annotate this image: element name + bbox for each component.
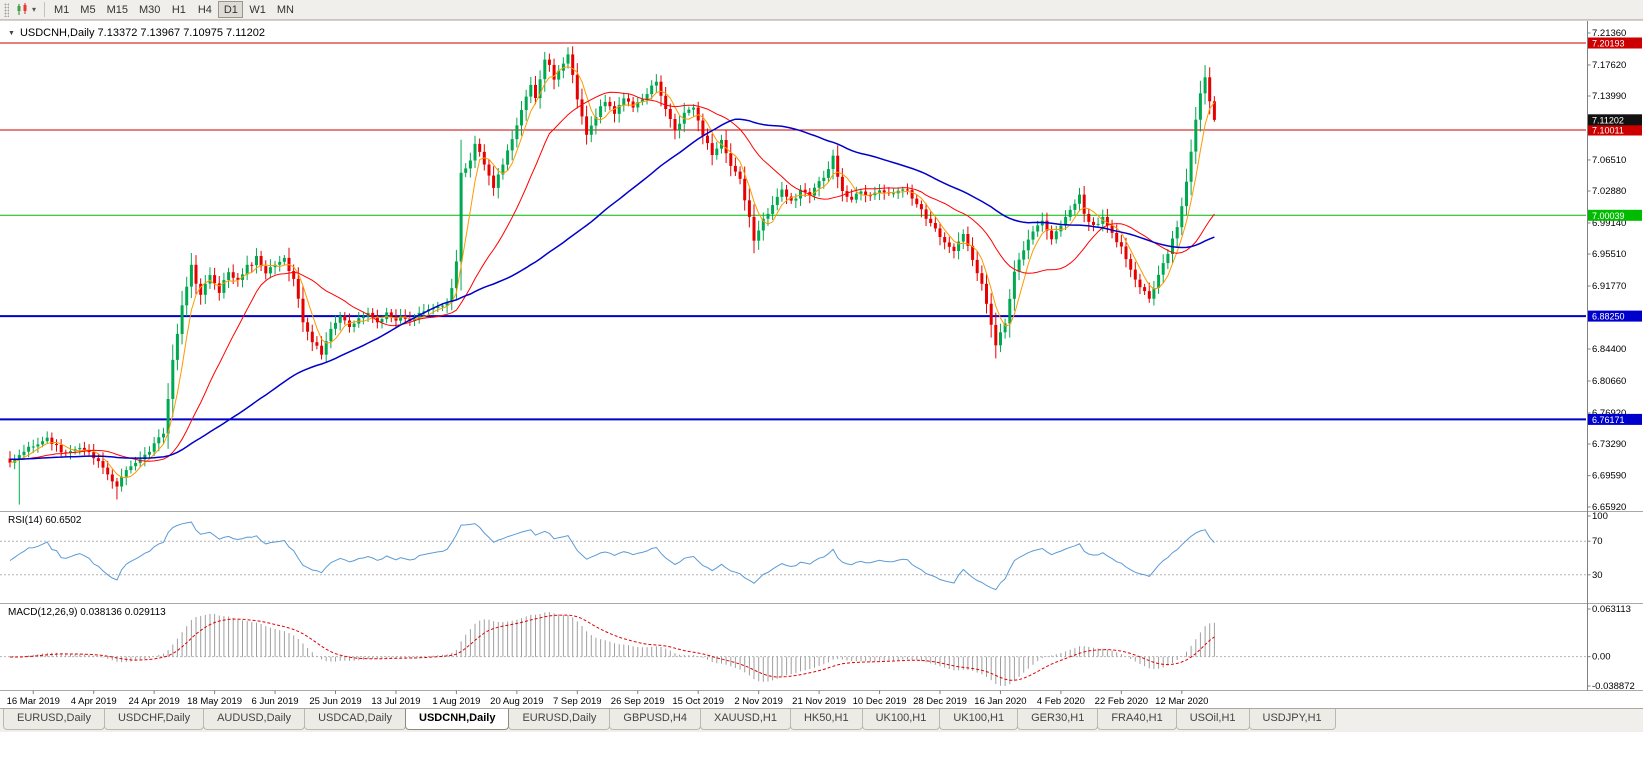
svg-text:15 Oct 2019: 15 Oct 2019 xyxy=(672,696,724,707)
chart-tab-usdcnh-daily[interactable]: USDCNH,Daily xyxy=(405,709,510,730)
svg-text:6.76920: 6.76920 xyxy=(1592,408,1626,419)
svg-text:7.21360: 7.21360 xyxy=(1592,28,1626,39)
timeframe-toolbar: ▾ M1 M5 M15 M30 H1 H4 D1 W1 MN xyxy=(0,0,1643,20)
svg-text:4 Apr 2019: 4 Apr 2019 xyxy=(71,696,117,707)
timeframe-button-h1[interactable]: H1 xyxy=(171,3,186,16)
chart-type-button[interactable]: ▾ xyxy=(12,1,40,19)
status-bar xyxy=(0,732,1643,766)
svg-text:6 Jun 2019: 6 Jun 2019 xyxy=(252,696,299,707)
rsi-panel: 100 70 30 xyxy=(0,511,1608,591)
moving-average-5 xyxy=(9,66,1215,479)
svg-text:1 Aug 2019: 1 Aug 2019 xyxy=(432,696,480,707)
svg-text:0.00: 0.00 xyxy=(1592,652,1611,663)
svg-text:-0.038872: -0.038872 xyxy=(1592,681,1635,692)
timeframe-button-m15[interactable]: M15 xyxy=(106,3,128,16)
candlestick-series xyxy=(8,46,1216,505)
chevron-down-icon: ▾ xyxy=(32,4,37,14)
svg-text:21 Nov 2019: 21 Nov 2019 xyxy=(792,696,846,707)
chart-tab-gbpusd-h4[interactable]: GBPUSD,H4 xyxy=(609,709,701,730)
chart-tab-ger30-h1[interactable]: GER30,H1 xyxy=(1017,709,1099,730)
svg-text:7.00039: 7.00039 xyxy=(1592,211,1625,221)
chart-tabs-bar: EURUSD,Daily USDCHF,Daily AUDUSD,Daily USDC… xyxy=(0,708,1643,732)
svg-text:6.84400: 6.84400 xyxy=(1592,344,1626,355)
svg-text:26 Sep 2019: 26 Sep 2019 xyxy=(611,696,665,707)
svg-text:7.02880: 7.02880 xyxy=(1592,186,1626,197)
timeframe-button-m1[interactable]: M1 xyxy=(54,3,70,16)
svg-text:10 Dec 2019: 10 Dec 2019 xyxy=(853,696,907,707)
chart-tab-uk100-h1[interactable]: UK100,H1 xyxy=(939,709,1019,730)
svg-text:7 Sep 2019: 7 Sep 2019 xyxy=(553,696,602,707)
svg-text:2 Nov 2019: 2 Nov 2019 xyxy=(734,696,783,707)
svg-text:6.65920: 6.65920 xyxy=(1592,502,1626,513)
macd-panel: 0.063113 0.00 -0.038872 xyxy=(0,604,1635,692)
chart-window: 7.21360 7.17620 7.13990 7.06510 7.02880 6.991… xyxy=(0,20,1643,708)
svg-text:6.73290: 6.73290 xyxy=(1592,439,1626,450)
chart-tab-usdchf-daily[interactable]: USDCHF,Daily xyxy=(103,709,205,730)
timeframe-buttons: M1 M5 M15 M30 H1 H4 D1 W1 MN xyxy=(49,1,299,18)
chart-tab-xauusd-h1[interactable]: XAUUSD,H1 xyxy=(699,709,791,730)
price-chart-canvas[interactable]: 7.21360 7.17620 7.13990 7.06510 7.02880 6.991… xyxy=(0,20,1643,708)
svg-text:22 Feb 2020: 22 Feb 2020 xyxy=(1095,696,1148,707)
moving-average-20 xyxy=(9,91,1215,462)
svg-text:12 Mar 2020: 12 Mar 2020 xyxy=(1155,696,1208,707)
timeframe-button-mn[interactable]: MN xyxy=(276,3,294,16)
timeframe-button-h4[interactable]: H4 xyxy=(197,3,212,16)
timeframe-button-w1[interactable]: W1 xyxy=(249,3,266,16)
timeframe-button-d1[interactable]: D1 xyxy=(218,1,244,18)
toolbar-separator xyxy=(44,2,46,17)
svg-text:6.80660: 6.80660 xyxy=(1592,376,1626,387)
svg-text:30: 30 xyxy=(1592,570,1603,581)
svg-text:0.063113: 0.063113 xyxy=(1592,604,1631,615)
svg-text:6.91770: 6.91770 xyxy=(1592,281,1626,292)
svg-text:24 Apr 2019: 24 Apr 2019 xyxy=(129,696,180,707)
chart-tab-hk50-h1[interactable]: HK50,H1 xyxy=(789,709,863,730)
chart-tab-uk100-h1[interactable]: UK100,H1 xyxy=(861,709,941,730)
svg-text:70: 70 xyxy=(1592,536,1603,547)
timeframe-button-m30[interactable]: M30 xyxy=(138,3,161,16)
timeframe-button-m5[interactable]: M5 xyxy=(80,3,96,16)
chart-tab-audusd-daily[interactable]: AUDUSD,Daily xyxy=(203,709,306,730)
horizontal-level-lines xyxy=(0,42,1586,421)
svg-text:7.20193: 7.20193 xyxy=(1592,38,1625,48)
svg-text:25 Jun 2019: 25 Jun 2019 xyxy=(309,696,361,707)
svg-text:18 May 2019: 18 May 2019 xyxy=(187,696,242,707)
svg-text:28 Dec 2019: 28 Dec 2019 xyxy=(913,696,967,707)
svg-text:6.69590: 6.69590 xyxy=(1592,471,1626,482)
macd-signal-line xyxy=(10,614,1215,681)
price-axis: 7.21360 7.17620 7.13990 7.06510 7.02880 6.991… xyxy=(1587,28,1642,513)
svg-text:13 Jul 2019: 13 Jul 2019 xyxy=(371,696,420,707)
svg-text:7.06510: 7.06510 xyxy=(1592,155,1626,166)
svg-text:7.17620: 7.17620 xyxy=(1592,60,1626,71)
chart-tab-eurusd-daily[interactable]: EURUSD,Daily xyxy=(508,709,611,730)
svg-text:7.10011: 7.10011 xyxy=(1592,126,1624,136)
svg-text:16 Mar 2019: 16 Mar 2019 xyxy=(7,696,60,707)
chart-tab-usdcad-daily[interactable]: USDCAD,Daily xyxy=(304,709,407,730)
chart-tab-usdjpy-h1[interactable]: USDJPY,H1 xyxy=(1248,709,1336,730)
svg-text:4 Feb 2020: 4 Feb 2020 xyxy=(1037,696,1085,707)
date-axis: 16 Mar 2019 4 Apr 2019 24 Apr 2019 18 May 2… xyxy=(7,690,1208,707)
candlestick-chart-icon xyxy=(17,3,27,15)
svg-text:6.99140: 6.99140 xyxy=(1592,218,1626,229)
svg-text:100: 100 xyxy=(1592,511,1608,522)
svg-text:16 Jan 2020: 16 Jan 2020 xyxy=(974,696,1026,707)
svg-text:6.76171: 6.76171 xyxy=(1592,415,1625,425)
chart-tab-eurusd-daily[interactable]: EURUSD,Daily xyxy=(3,709,105,730)
moving-average-60 xyxy=(10,118,1215,460)
toolbar-grip[interactable] xyxy=(4,2,9,17)
svg-text:6.95510: 6.95510 xyxy=(1592,249,1626,260)
svg-text:7.11202: 7.11202 xyxy=(1592,115,1624,125)
chart-tab-fra40-h1[interactable]: FRA40,H1 xyxy=(1097,709,1177,730)
chart-tab-usoil-h1[interactable]: USOil,H1 xyxy=(1175,709,1250,730)
svg-text:20 Aug 2019: 20 Aug 2019 xyxy=(490,696,543,707)
svg-text:7.13990: 7.13990 xyxy=(1592,91,1626,102)
rsi-line xyxy=(9,521,1215,591)
svg-text:6.88250: 6.88250 xyxy=(1592,312,1625,322)
